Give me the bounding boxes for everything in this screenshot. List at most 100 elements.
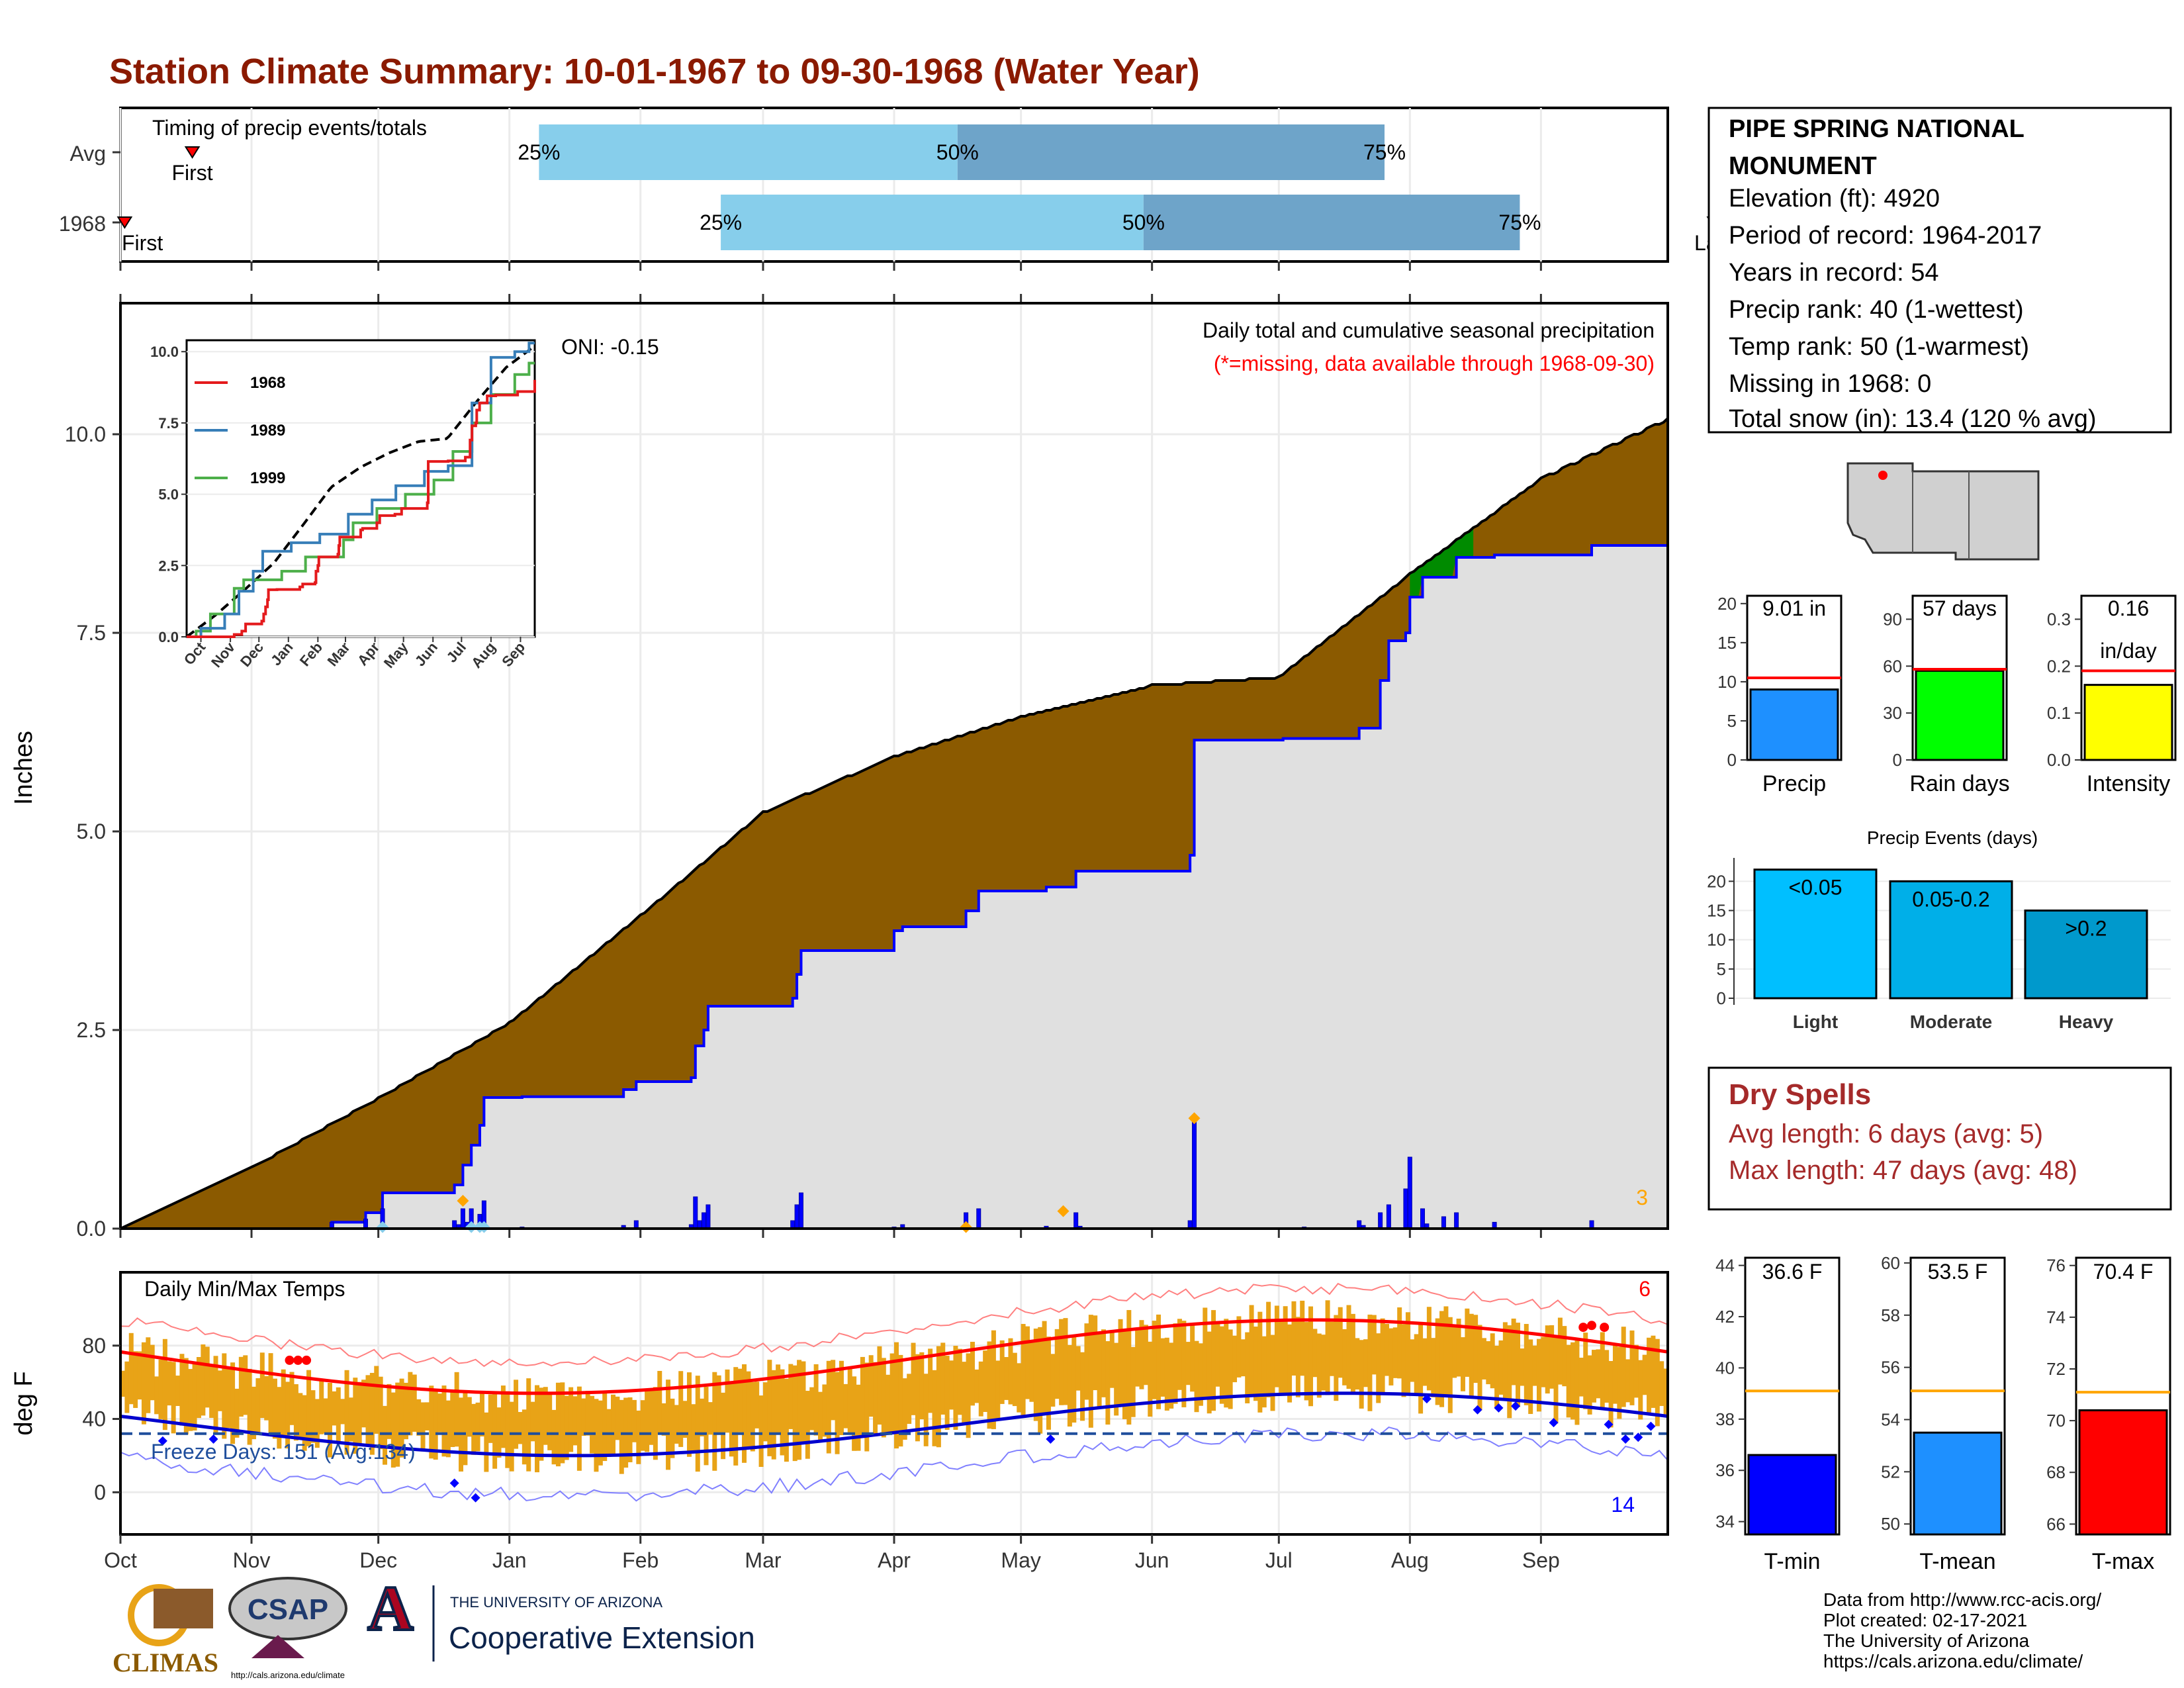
daily-temp-bar [886, 1374, 891, 1433]
daily-temp-bar [598, 1400, 603, 1466]
daily-temp-bar [767, 1360, 772, 1456]
daily-temp-bar [636, 1410, 641, 1464]
daily-temp-bar [813, 1364, 819, 1436]
temp-summary-y-tick-label: 58 [1881, 1305, 1900, 1325]
daily-temp-bar [907, 1374, 912, 1424]
temps-x-tick-label: May [1001, 1548, 1040, 1572]
temp-summary-y-tick-label: 66 [2046, 1514, 2066, 1534]
daily-temp-bar [962, 1362, 967, 1423]
daily-temp-bar [1211, 1310, 1216, 1411]
temps-x-tick-label: Mar [745, 1548, 781, 1572]
record-low-marker [471, 1493, 480, 1503]
daily-temp-bar [1126, 1310, 1132, 1425]
daily-temp-bar [716, 1375, 721, 1435]
daily-temp-bar [1629, 1330, 1635, 1405]
summary-y-tick-label: 0.0 [2047, 750, 2071, 770]
daily-temp-bar [801, 1361, 806, 1443]
daily-temp-bar [674, 1405, 679, 1444]
dry-spells-frame [1707, 1066, 2172, 1211]
daily-temp-bar [1587, 1355, 1592, 1415]
daily-temp-bar [133, 1351, 138, 1408]
daily-temp-bar [306, 1370, 312, 1446]
daily-temp-bar [737, 1368, 743, 1432]
daily-temp-bar [514, 1380, 519, 1449]
events-category-label: Heavy [2059, 1011, 2114, 1032]
daily-precip-bar [363, 1219, 369, 1229]
inset-y-tick-label: 7.5 [158, 415, 179, 432]
daily-temp-bar [1017, 1363, 1022, 1413]
precip-flag-marker [377, 1221, 389, 1233]
temp-summary-y-tick-label: 34 [1715, 1512, 1735, 1532]
precip-missing-note: (*=missing, data available through 1968-… [1214, 352, 1655, 375]
daily-temp-bar [868, 1355, 874, 1417]
daily-precip-bar [693, 1196, 698, 1229]
daily-temp-bar [1397, 1307, 1402, 1379]
daily-temp-bar [686, 1372, 692, 1457]
precip-corner-count: 3 [1636, 1186, 1648, 1209]
temps-x-tick-label: Nov [233, 1548, 271, 1572]
daily-temp-bar [1528, 1339, 1533, 1415]
daily-precip-bar [794, 1204, 799, 1229]
daily-temp-bar [856, 1384, 861, 1451]
dry-spells-avg: Avg length: 6 days (avg: 5) [1729, 1119, 2043, 1149]
daily-temp-bar [340, 1399, 345, 1425]
daily-temp-bar [1385, 1323, 1389, 1376]
daily-temp-bar [873, 1362, 878, 1436]
daily-temp-bar [535, 1385, 540, 1473]
daily-temp-bar [645, 1388, 650, 1452]
daily-temp-bar [120, 1370, 125, 1397]
daily-temp-bar [797, 1360, 802, 1460]
events-title: Precip Events (days) [1867, 827, 2038, 848]
daily-temp-bar [1638, 1360, 1643, 1420]
summary-y-tick-label: 20 [1717, 594, 1737, 614]
daily-temp-bar [898, 1354, 903, 1447]
timing-first-marker [184, 146, 201, 159]
daily-precip-bar [1386, 1204, 1391, 1229]
daily-temp-bar [631, 1399, 637, 1442]
daily-temp-bar [831, 1360, 836, 1421]
daily-temp-bar [137, 1351, 142, 1400]
timing-bar-q2 [1143, 195, 1520, 250]
daily-temp-bar [611, 1394, 615, 1457]
summary-y-tick-label: 60 [1883, 656, 1902, 676]
precip-y-tick-label: 0.0 [77, 1217, 106, 1241]
events-bar-heavy [2024, 910, 2148, 1000]
daily-temp-bar [314, 1399, 320, 1448]
daily-temp-bar [936, 1346, 941, 1448]
daily-temp-bar [1465, 1308, 1470, 1377]
daily-temp-bar [1367, 1314, 1373, 1411]
daily-temp-bar [940, 1342, 946, 1415]
temps-caption: Daily Min/Max Temps [144, 1277, 345, 1301]
precip-caption: Daily total and cumulative seasonal prec… [1203, 318, 1655, 342]
daily-temp-bar [788, 1364, 794, 1429]
daily-temp-bar [780, 1369, 785, 1456]
daily-temp-bar [1063, 1318, 1068, 1405]
record-low-marker [1046, 1434, 1056, 1444]
daily-temp-bar [1574, 1338, 1580, 1425]
daily-temp-bar [1257, 1311, 1263, 1413]
daily-temp-bar [974, 1369, 979, 1403]
daily-temp-bar [1536, 1338, 1541, 1412]
daily-temp-bar [911, 1342, 916, 1415]
temp-summary-label: T-mean [1919, 1549, 1995, 1574]
daily-temp-bar [196, 1357, 201, 1419]
daily-temp-bar [1600, 1332, 1605, 1409]
observed-cumulative-area [120, 512, 1668, 1229]
record-high-marker [302, 1355, 312, 1365]
daily-temp-bar [424, 1402, 430, 1430]
temp-summary-y-tick-label: 38 [1715, 1409, 1735, 1429]
dry-spells-box: Dry Spells Avg length: 6 days (avg: 5) M… [1707, 1066, 2172, 1211]
daily-temp-bar [1507, 1325, 1512, 1419]
daily-precip-bar [1420, 1208, 1425, 1229]
above-normal-area [1410, 527, 1474, 597]
timing-bar-q1 [539, 124, 958, 180]
daily-temp-bar [387, 1383, 392, 1439]
daily-temp-bar [653, 1387, 658, 1460]
daily-temp-bar [1253, 1327, 1258, 1401]
daily-temp-bar [1232, 1335, 1238, 1383]
daily-temp-bar [509, 1401, 514, 1472]
daily-temp-bar [416, 1399, 422, 1436]
dry-spells-max: Max length: 47 days (avg: 48) [1729, 1156, 2077, 1185]
daily-temp-bar [1029, 1341, 1034, 1402]
daily-precip-bar [1378, 1212, 1383, 1229]
